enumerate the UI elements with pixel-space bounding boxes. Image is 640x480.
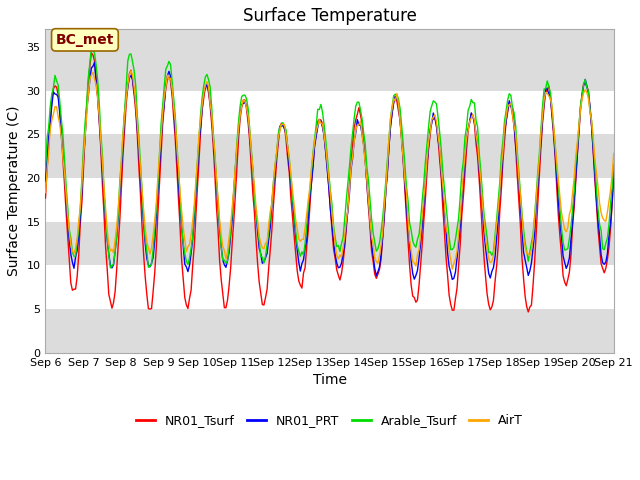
X-axis label: Time: Time	[312, 373, 347, 387]
Bar	[45, 222, 614, 265]
Bar	[45, 178, 614, 222]
Bar	[45, 91, 614, 134]
Bar	[45, 47, 614, 91]
Legend: NR01_Tsurf, NR01_PRT, Arable_Tsurf, AirT: NR01_Tsurf, NR01_PRT, Arable_Tsurf, AirT	[131, 409, 528, 432]
Title: Surface Temperature: Surface Temperature	[243, 7, 417, 25]
Bar	[45, 134, 614, 178]
Bar	[45, 265, 614, 309]
Y-axis label: Surface Temperature (C): Surface Temperature (C)	[7, 106, 21, 276]
Text: BC_met: BC_met	[56, 33, 114, 47]
Bar	[45, 309, 614, 353]
